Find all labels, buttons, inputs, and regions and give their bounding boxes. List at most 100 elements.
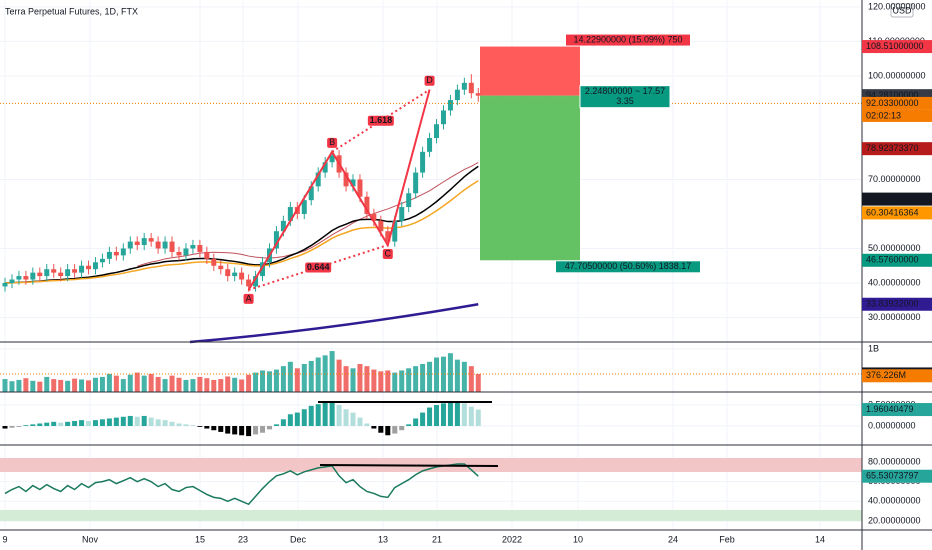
volume-bar	[190, 379, 196, 392]
candle-body	[350, 179, 356, 187]
candle-body	[204, 251, 210, 259]
x-tick-label: 10	[573, 534, 583, 544]
moving-average	[4, 165, 479, 284]
histogram-bar	[183, 424, 189, 427]
pattern-ratio-line	[331, 88, 431, 153]
candle-body	[406, 193, 412, 208]
moving-average	[137, 162, 479, 267]
histogram-bar	[322, 402, 328, 427]
volume-bar	[127, 374, 133, 392]
label-box	[566, 34, 690, 46]
volume-bar	[294, 368, 300, 392]
volume-bar	[406, 368, 412, 392]
candle-body	[72, 269, 78, 273]
candle-body	[273, 231, 279, 249]
candle-body	[86, 265, 92, 270]
histogram-bar	[190, 425, 196, 427]
candle-body	[246, 279, 252, 287]
point-label: B	[329, 137, 335, 147]
candle-body	[468, 82, 474, 94]
histogram-bar	[204, 426, 210, 429]
candle-body	[343, 172, 349, 187]
histogram-bar	[350, 412, 356, 427]
volume-bar	[92, 377, 98, 392]
histogram-bar	[447, 402, 453, 427]
histogram-bar	[280, 419, 286, 427]
volume-bar	[378, 371, 384, 392]
moving-average	[189, 303, 479, 344]
candle-body	[322, 162, 328, 173]
price-tag-label: 78.92373370	[866, 143, 919, 153]
candle-body	[51, 269, 57, 273]
histogram-bar	[420, 412, 426, 427]
price-tag	[862, 297, 932, 311]
histogram-bar	[336, 405, 342, 427]
volume-bar	[287, 361, 293, 392]
trend-line[interactable]	[319, 464, 499, 467]
point-box	[424, 75, 435, 86]
volume-bar	[211, 379, 217, 392]
candle-body	[475, 93, 481, 96]
volume-bar	[99, 376, 105, 392]
volume-bar	[65, 380, 71, 392]
x-tick-label: Feb	[719, 534, 735, 544]
histogram-bar	[23, 425, 29, 427]
histogram-bar	[2, 426, 8, 429]
volume-bar	[364, 366, 370, 392]
histogram-bar	[461, 403, 467, 427]
volume-bar	[106, 373, 112, 392]
candle-body	[190, 245, 196, 249]
volume-bar	[44, 376, 50, 392]
candle-body	[92, 262, 98, 270]
candle-body	[329, 155, 335, 163]
y-tick-label: 20.00000000	[868, 515, 921, 525]
price-tag-label: 1.96040479	[866, 404, 914, 414]
plot: 14.22900000 (15.09%) 750 2.24800000 ~ 17.…	[0, 34, 862, 506]
volume-bar	[413, 366, 419, 392]
label-box	[556, 261, 700, 273]
currency-box[interactable]	[890, 3, 914, 18]
candle-body	[148, 238, 154, 242]
moving-average	[4, 180, 479, 284]
histogram-bar	[392, 426, 398, 434]
candle-body	[176, 251, 182, 256]
volume-bar	[86, 380, 92, 392]
volume-bar	[371, 369, 377, 392]
volume-bar	[232, 377, 238, 392]
candle-body	[301, 200, 307, 214]
volume-bar	[301, 363, 307, 392]
candle-body	[99, 258, 105, 263]
volume-bar	[51, 379, 57, 392]
pattern-ratio-line	[248, 244, 389, 291]
candle-body	[225, 269, 231, 277]
volume-bar	[427, 361, 433, 392]
candle-body	[308, 186, 314, 201]
volume-bar	[434, 357, 440, 392]
volume-bar	[336, 359, 342, 392]
volume-bar	[392, 372, 398, 392]
histogram-bar	[120, 416, 126, 427]
candle-body	[434, 124, 440, 139]
candle-body	[385, 231, 391, 242]
price-tag-label: 64.30780798	[866, 193, 919, 203]
volume-bar	[399, 370, 405, 392]
point-box	[243, 293, 254, 304]
volume-bar	[343, 366, 349, 392]
price-tag	[862, 369, 932, 383]
volume-bar	[447, 353, 453, 392]
ratio-box	[367, 115, 394, 126]
candle-body	[58, 272, 64, 277]
candle-body	[120, 248, 126, 256]
histogram-bar	[106, 418, 112, 427]
histogram-bar	[440, 403, 446, 427]
histogram-bar	[371, 426, 377, 429]
price-tag-label: 108.51000000	[866, 41, 924, 51]
volume-bar	[197, 376, 203, 392]
y-tick-label: 100.00000000	[868, 70, 926, 80]
volume-bar	[468, 366, 474, 392]
target-label: 47.70500000 (50.60%) 1838.17	[565, 261, 692, 271]
y-tick-label: 80.00000000	[868, 456, 921, 466]
stop-label: 14.22900000 (15.09%) 750	[573, 34, 682, 44]
x-tick-label: 14	[815, 534, 825, 544]
